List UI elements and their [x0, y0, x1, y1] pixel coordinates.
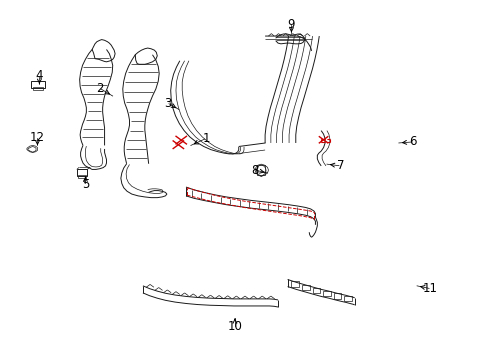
Bar: [31, 81, 44, 87]
Text: 6: 6: [408, 135, 416, 148]
Bar: [302, 285, 309, 290]
Bar: [344, 296, 351, 301]
Bar: [78, 175, 86, 178]
Text: 12: 12: [30, 131, 45, 144]
Text: 7: 7: [336, 159, 344, 172]
Bar: [333, 293, 341, 299]
Text: 4: 4: [36, 69, 43, 82]
Bar: [323, 291, 330, 296]
Text: 9: 9: [287, 18, 295, 31]
Text: 1: 1: [202, 132, 209, 145]
Text: 11: 11: [422, 282, 437, 295]
Text: 8: 8: [251, 164, 258, 177]
Text: 10: 10: [227, 320, 242, 333]
Bar: [77, 170, 87, 176]
Text: 5: 5: [81, 178, 89, 191]
Bar: [33, 87, 43, 90]
Bar: [291, 282, 299, 287]
Bar: [257, 165, 264, 175]
Text: 3: 3: [164, 96, 171, 109]
Text: 2: 2: [96, 82, 103, 95]
Bar: [312, 288, 320, 293]
